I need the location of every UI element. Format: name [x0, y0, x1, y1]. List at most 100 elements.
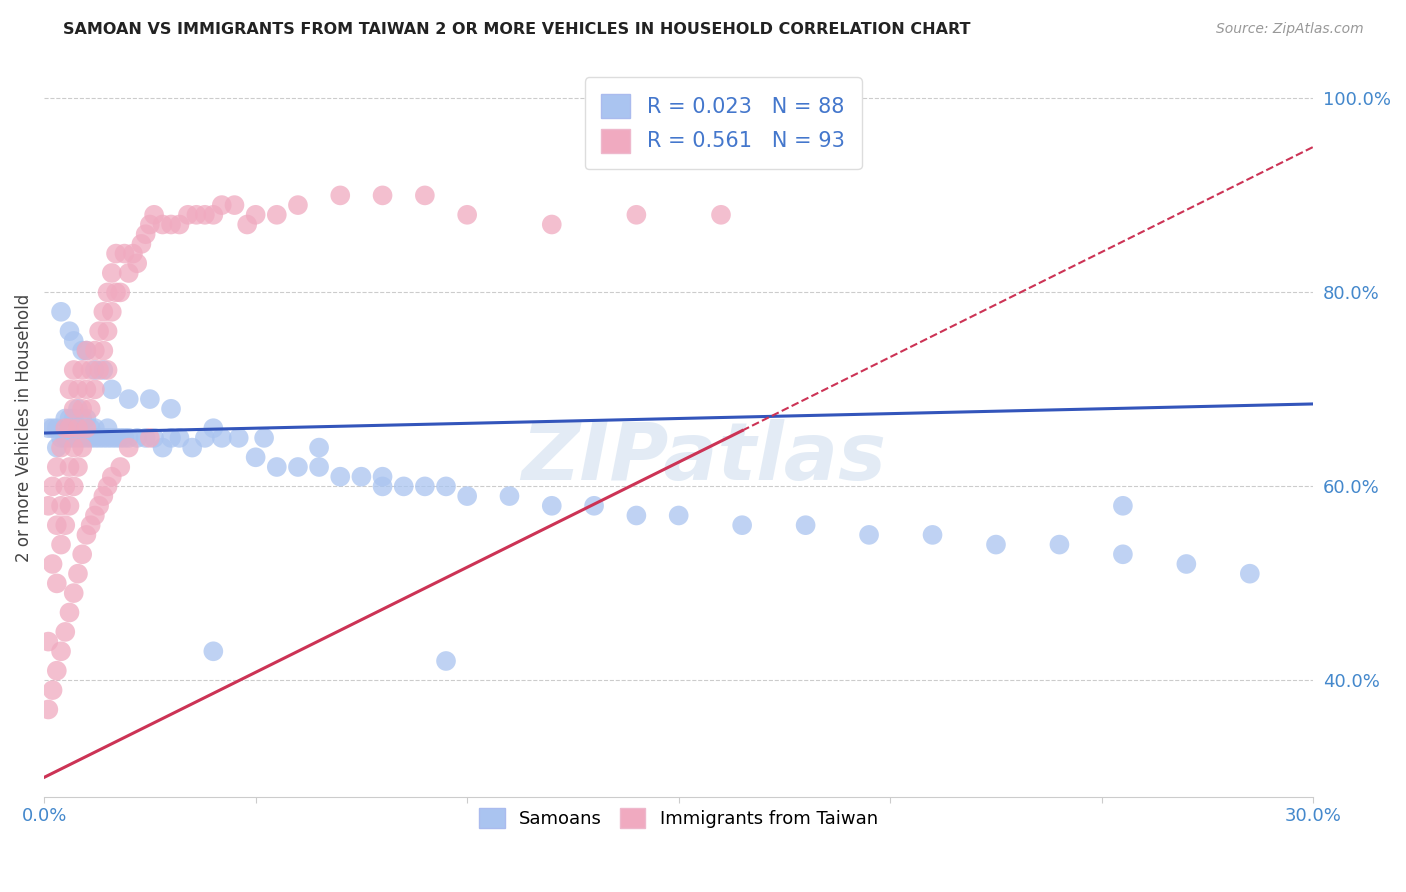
Point: [62, 586, 84, 600]
Point: [45, 421, 67, 435]
Point: [83, 383, 105, 397]
Point: [131, 236, 153, 251]
Point: [101, 431, 124, 445]
Point: [110, 285, 132, 300]
Point: [53, 624, 76, 639]
Point: [62, 431, 84, 445]
Point: [245, 450, 267, 465]
Point: [114, 431, 136, 445]
Point: [350, 469, 373, 483]
Point: [143, 431, 166, 445]
Point: [308, 441, 330, 455]
Point: [1049, 538, 1071, 552]
Point: [37, 634, 59, 648]
Point: [1112, 499, 1135, 513]
Point: [1112, 547, 1135, 561]
Point: [75, 343, 97, 358]
Point: [160, 401, 183, 416]
Point: [540, 499, 562, 513]
Point: [194, 208, 217, 222]
Point: [45, 576, 67, 591]
Point: [371, 469, 394, 483]
Point: [236, 218, 259, 232]
Point: [118, 431, 141, 445]
Point: [87, 324, 110, 338]
Point: [858, 528, 880, 542]
Point: [75, 383, 97, 397]
Point: [177, 208, 200, 222]
Point: [45, 460, 67, 475]
Point: [83, 508, 105, 523]
Point: [70, 363, 93, 377]
Point: [83, 363, 105, 377]
Point: [122, 246, 145, 260]
Point: [202, 421, 225, 435]
Point: [127, 256, 149, 270]
Text: ZIPatlas: ZIPatlas: [522, 418, 887, 497]
Point: [53, 411, 76, 425]
Point: [152, 441, 174, 455]
Point: [87, 431, 110, 445]
Point: [66, 401, 89, 416]
Point: [91, 431, 114, 445]
Point: [456, 489, 478, 503]
Point: [118, 266, 141, 280]
Point: [266, 208, 288, 222]
Point: [731, 518, 754, 533]
Point: [97, 363, 120, 377]
Point: [626, 208, 648, 222]
Point: [41, 421, 63, 435]
Point: [91, 305, 114, 319]
Point: [329, 469, 352, 483]
Point: [114, 246, 136, 260]
Point: [101, 305, 124, 319]
Point: [101, 383, 124, 397]
Point: [79, 401, 101, 416]
Point: [434, 654, 457, 668]
Point: [45, 441, 67, 455]
Point: [371, 188, 394, 202]
Point: [413, 188, 436, 202]
Point: [984, 538, 1007, 552]
Point: [101, 266, 124, 280]
Point: [253, 431, 276, 445]
Point: [49, 441, 72, 455]
Point: [127, 431, 149, 445]
Point: [245, 208, 267, 222]
Point: [66, 421, 89, 435]
Point: [97, 324, 120, 338]
Point: [105, 285, 128, 300]
Point: [1239, 566, 1261, 581]
Point: [371, 479, 394, 493]
Point: [53, 479, 76, 493]
Text: SAMOAN VS IMMIGRANTS FROM TAIWAN 2 OR MORE VEHICLES IN HOUSEHOLD CORRELATION CHA: SAMOAN VS IMMIGRANTS FROM TAIWAN 2 OR MO…: [63, 22, 970, 37]
Point: [45, 664, 67, 678]
Point: [53, 518, 76, 533]
Point: [79, 431, 101, 445]
Point: [287, 460, 309, 475]
Point: [101, 469, 124, 483]
Point: [456, 208, 478, 222]
Point: [308, 460, 330, 475]
Point: [91, 489, 114, 503]
Point: [110, 431, 132, 445]
Point: [110, 460, 132, 475]
Point: [87, 363, 110, 377]
Point: [62, 334, 84, 348]
Point: [626, 508, 648, 523]
Point: [53, 431, 76, 445]
Point: [105, 431, 128, 445]
Point: [794, 130, 817, 145]
Point: [194, 431, 217, 445]
Point: [139, 392, 162, 406]
Point: [921, 528, 943, 542]
Point: [87, 499, 110, 513]
Point: [58, 460, 80, 475]
Point: [498, 489, 520, 503]
Point: [181, 441, 204, 455]
Point: [211, 198, 233, 212]
Point: [37, 499, 59, 513]
Point: [91, 363, 114, 377]
Point: [62, 411, 84, 425]
Point: [186, 208, 208, 222]
